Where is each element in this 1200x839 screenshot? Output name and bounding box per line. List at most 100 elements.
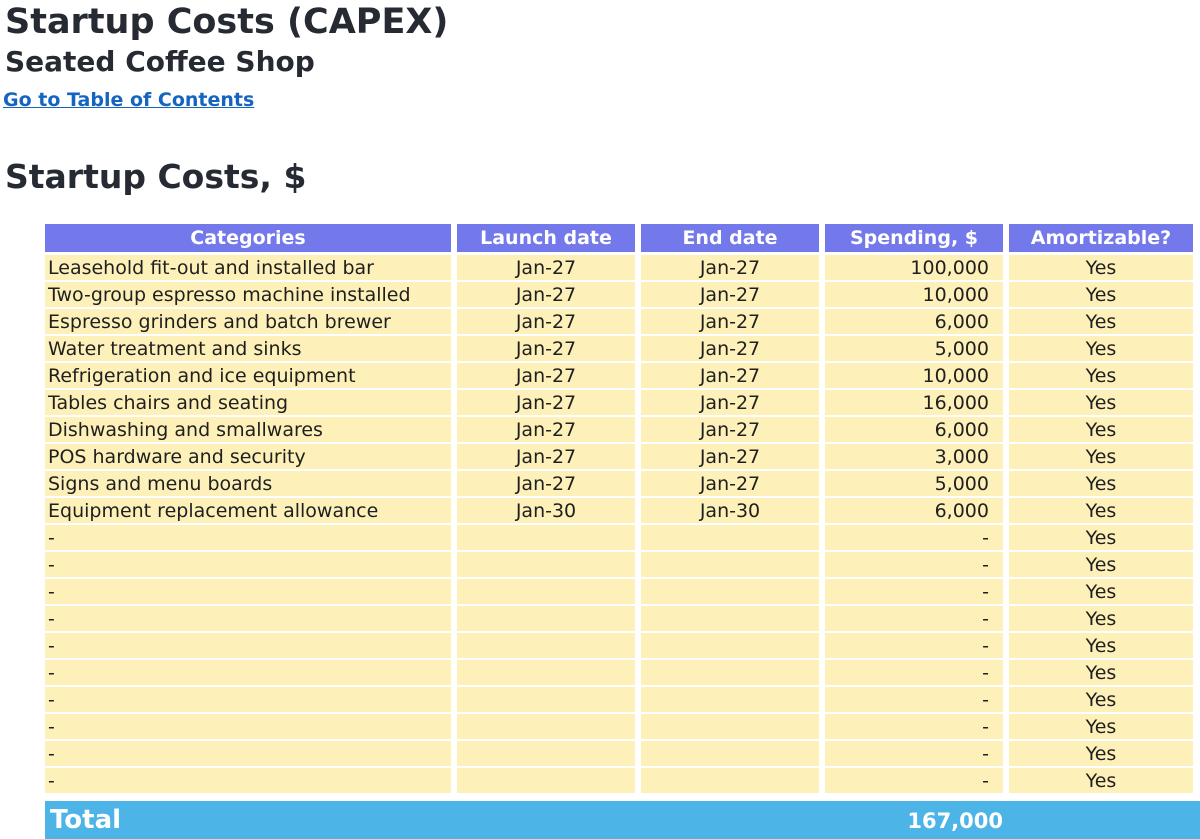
cell-amortizable[interactable]: Yes [1009,282,1193,309]
cell-spending[interactable]: 10,000 [825,363,1003,390]
cell-amortizable[interactable]: Yes [1009,579,1193,606]
cell-category[interactable]: - [45,525,451,552]
cell-spending[interactable]: - [825,714,1003,741]
cell-end-date[interactable]: Jan-27 [641,309,819,336]
cell-amortizable[interactable]: Yes [1009,336,1193,363]
cell-launch-date[interactable] [457,633,635,660]
cell-launch-date[interactable] [457,687,635,714]
cell-amortizable[interactable]: Yes [1009,687,1193,714]
cell-spending[interactable]: - [825,579,1003,606]
cell-amortizable[interactable]: Yes [1009,741,1193,768]
cell-amortizable[interactable]: Yes [1009,552,1193,579]
cell-category[interactable]: Tables chairs and seating [45,390,451,417]
cell-spending[interactable]: - [825,525,1003,552]
cell-end-date[interactable] [641,741,819,768]
cell-end-date[interactable] [641,714,819,741]
cell-category[interactable]: Equipment replacement allowance [45,498,451,525]
cell-end-date[interactable]: Jan-27 [641,336,819,363]
cell-spending[interactable]: - [825,552,1003,579]
cell-spending[interactable]: 5,000 [825,336,1003,363]
cell-category[interactable]: - [45,606,451,633]
cell-end-date[interactable] [641,552,819,579]
cell-category[interactable]: Espresso grinders and batch brewer [45,309,451,336]
cell-launch-date[interactable]: Jan-30 [457,498,635,525]
cell-end-date[interactable]: Jan-27 [641,444,819,471]
cell-end-date[interactable] [641,768,819,795]
cell-spending[interactable]: - [825,741,1003,768]
cell-launch-date[interactable]: Jan-27 [457,255,635,282]
cell-end-date[interactable]: Jan-27 [641,390,819,417]
cell-launch-date[interactable] [457,606,635,633]
table-of-contents-link[interactable]: Go to Table of Contents [3,89,255,111]
cell-launch-date[interactable]: Jan-27 [457,471,635,498]
cell-launch-date[interactable] [457,525,635,552]
cell-end-date[interactable] [641,525,819,552]
cell-amortizable[interactable]: Yes [1009,417,1193,444]
cell-launch-date[interactable] [457,579,635,606]
cell-amortizable[interactable]: Yes [1009,498,1193,525]
cell-amortizable[interactable]: Yes [1009,444,1193,471]
cell-amortizable[interactable]: Yes [1009,309,1193,336]
cell-spending[interactable]: 10,000 [825,282,1003,309]
cell-category[interactable]: - [45,660,451,687]
cell-category[interactable]: - [45,687,451,714]
cell-end-date[interactable] [641,606,819,633]
cell-amortizable[interactable]: Yes [1009,768,1193,795]
cell-spending[interactable]: 3,000 [825,444,1003,471]
cell-category[interactable]: Water treatment and sinks [45,336,451,363]
cell-category[interactable]: - [45,552,451,579]
cell-amortizable[interactable]: Yes [1009,525,1193,552]
cell-amortizable[interactable]: Yes [1009,633,1193,660]
cell-amortizable[interactable]: Yes [1009,660,1193,687]
cell-end-date[interactable]: Jan-27 [641,282,819,309]
cell-spending[interactable]: 100,000 [825,255,1003,282]
cell-amortizable[interactable]: Yes [1009,606,1193,633]
cell-end-date[interactable] [641,579,819,606]
cell-spending[interactable]: 5,000 [825,471,1003,498]
cell-end-date[interactable] [641,633,819,660]
cell-end-date[interactable]: Jan-27 [641,417,819,444]
cell-spending[interactable]: 6,000 [825,309,1003,336]
cell-spending[interactable]: - [825,768,1003,795]
cell-category[interactable]: Leasehold fit-out and installed bar [45,255,451,282]
column-header-end-date[interactable]: End date [641,224,819,255]
column-header-amortizable[interactable]: Amortizable? [1009,224,1193,255]
cell-launch-date[interactable]: Jan-27 [457,309,635,336]
cell-launch-date[interactable]: Jan-27 [457,336,635,363]
cell-spending[interactable]: - [825,606,1003,633]
cell-category[interactable]: - [45,768,451,795]
cell-end-date[interactable]: Jan-30 [641,498,819,525]
cell-category[interactable]: Dishwashing and smallwares [45,417,451,444]
cell-launch-date[interactable] [457,714,635,741]
cell-spending[interactable]: 16,000 [825,390,1003,417]
cell-end-date[interactable]: Jan-27 [641,471,819,498]
cell-spending[interactable]: - [825,660,1003,687]
cell-spending[interactable]: 6,000 [825,417,1003,444]
cell-amortizable[interactable]: Yes [1009,471,1193,498]
cell-end-date[interactable]: Jan-27 [641,255,819,282]
column-header-spending[interactable]: Spending, $ [825,224,1003,255]
cell-end-date[interactable] [641,687,819,714]
cell-amortizable[interactable]: Yes [1009,714,1193,741]
cell-category[interactable]: - [45,633,451,660]
cell-launch-date[interactable] [457,768,635,795]
cell-end-date[interactable] [641,660,819,687]
cell-end-date[interactable]: Jan-27 [641,363,819,390]
cell-category[interactable]: - [45,741,451,768]
cell-category[interactable]: - [45,714,451,741]
cell-category[interactable]: POS hardware and security [45,444,451,471]
cell-category[interactable]: Refrigeration and ice equipment [45,363,451,390]
cell-launch-date[interactable] [457,660,635,687]
cell-launch-date[interactable]: Jan-27 [457,417,635,444]
cell-launch-date[interactable] [457,552,635,579]
cell-category[interactable]: Signs and menu boards [45,471,451,498]
cell-launch-date[interactable]: Jan-27 [457,282,635,309]
cell-launch-date[interactable]: Jan-27 [457,444,635,471]
column-header-categories[interactable]: Categories [45,224,451,255]
cell-spending[interactable]: - [825,633,1003,660]
cell-category[interactable]: - [45,579,451,606]
cell-launch-date[interactable]: Jan-27 [457,363,635,390]
column-header-launch-date[interactable]: Launch date [457,224,635,255]
cell-launch-date[interactable]: Jan-27 [457,390,635,417]
cell-spending[interactable]: 6,000 [825,498,1003,525]
